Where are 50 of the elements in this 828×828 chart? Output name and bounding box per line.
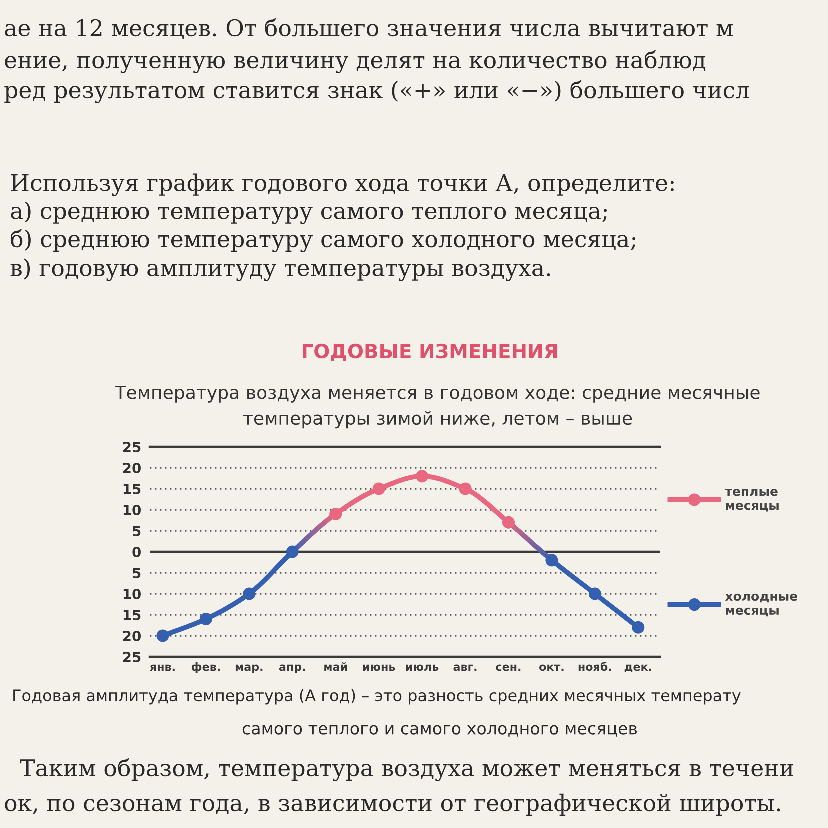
point [502, 516, 515, 529]
point [416, 470, 429, 483]
x-tick-label: дек. [624, 664, 652, 673]
x-tick-label: авг. [454, 664, 477, 672]
x-tick-label: июнь [363, 664, 396, 672]
y-tick-label: 5 [133, 526, 141, 536]
text: Используя график годового хода точки А, определите: [11, 174, 674, 196]
point [588, 588, 602, 600]
point [632, 621, 645, 634]
y-tick-label: 10 [124, 588, 142, 600]
point [200, 612, 212, 626]
y-tick-label: 15 [124, 484, 141, 494]
y-tick-label: 25 [123, 442, 141, 452]
x-tick-label: июль [406, 664, 439, 672]
point [243, 588, 256, 600]
text: самого теплого и самого холодного месяцев [242, 725, 638, 737]
x-tick-label: фев. [192, 662, 220, 674]
x-tick-label: окт. [540, 664, 564, 672]
x-tick-label: мар. [236, 664, 263, 674]
text: ае на 12 месяцев. От большего значения числа вычитают м [5, 18, 733, 40]
text: в) годовую амплитуду температуры воздуха. [10, 258, 550, 282]
y-tick-label: 5 [133, 568, 141, 578]
x-tick-label: янв. [150, 664, 175, 671]
legend-label: холодные месяцы [725, 594, 798, 617]
y-tick-label: 0 [132, 546, 142, 558]
text: а) среднюю температуру самого теплого месяца; [11, 202, 608, 224]
text: ред результатом ставится знак («+» или «−») большего числ [4, 80, 750, 104]
point [546, 554, 558, 567]
text: Годовая амплитуда температура (А год) – это разность средних месячных температу [14, 689, 741, 705]
legend-label: теплые месяцы [725, 489, 779, 512]
x-tick-label: апр. [279, 664, 306, 674]
x-tick-label: сен. [496, 664, 521, 672]
text: ение, полученную величину делят на количество наблюд [5, 50, 706, 74]
text: ок, по сезонам года, в зависимости от географической широты. [5, 794, 780, 816]
chart-subtitle: Температура воздуха меняется в годовом ходе: средние месячные температуры зимой ниже, летом – выше [115, 386, 760, 429]
y-tick-label: 25 [123, 652, 141, 662]
y-tick-label: 15 [124, 610, 141, 620]
y-tick-label: 20 [123, 630, 142, 642]
y-tick-label: 10 [124, 504, 142, 516]
text: Таким образом, температура воздуха может меняться в течени [20, 758, 794, 782]
text: б) среднюю температуру самого холодного месяца; [10, 230, 636, 252]
x-tick-label: нояб. [578, 662, 612, 672]
point [286, 546, 299, 558]
point [330, 508, 342, 520]
x-tick-label: май [324, 662, 348, 672]
point [459, 482, 472, 496]
point [372, 482, 386, 496]
chart-title: ГОДОВЫЕ ИЗМЕНЕНИЯ [302, 344, 558, 362]
point [156, 630, 170, 642]
y-tick-label: 20 [123, 462, 142, 474]
